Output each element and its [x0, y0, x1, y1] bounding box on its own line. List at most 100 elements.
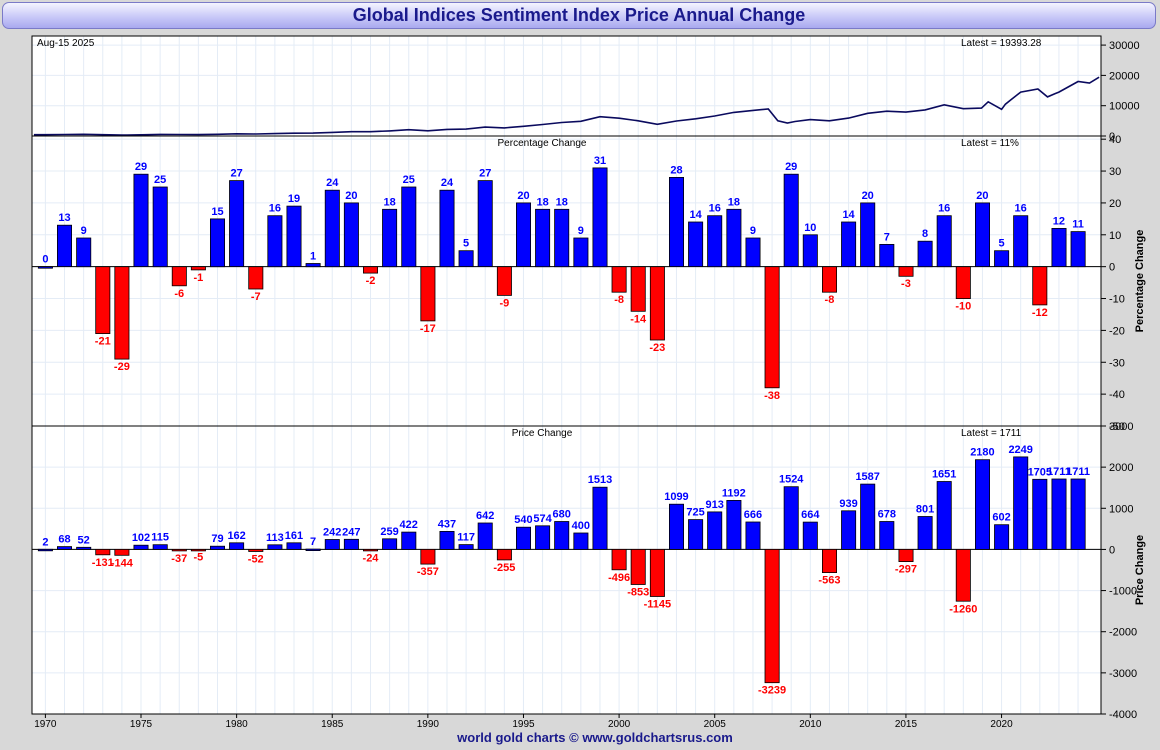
bar [229, 180, 245, 268]
y-tick-label: -30 [1109, 357, 1125, 369]
data-label: 10 [804, 222, 816, 234]
bar [496, 549, 512, 561]
bar [1013, 456, 1029, 550]
data-label: -496 [608, 572, 630, 584]
bar [458, 544, 474, 550]
bar [401, 186, 417, 268]
price-series-line [33, 76, 1100, 136]
bar [726, 208, 742, 268]
data-label: 16 [1015, 203, 1027, 215]
bar [496, 266, 512, 296]
bar [190, 266, 206, 271]
data-label: 102 [132, 532, 150, 544]
bar [362, 266, 378, 274]
data-label: 2249 [1008, 444, 1032, 456]
bar [822, 549, 838, 574]
data-label: 913 [706, 499, 724, 511]
bar [554, 208, 570, 268]
bar [936, 481, 952, 550]
data-label: 1711 [1066, 466, 1090, 478]
data-label: 117 [457, 532, 475, 544]
bar [535, 525, 551, 550]
bar [477, 180, 493, 268]
data-label: -37 [171, 553, 187, 565]
data-label: 15 [211, 206, 223, 218]
data-label: -3239 [758, 685, 786, 697]
footer-credit: world gold charts © www.goldchartsrus.co… [457, 730, 733, 745]
data-label: 115 [151, 532, 169, 544]
bar [879, 521, 895, 550]
date-label: Aug-15 2025 [37, 38, 95, 49]
data-label: 400 [572, 520, 590, 532]
x-tick-label: 1980 [225, 719, 248, 730]
data-label: 18 [556, 196, 568, 208]
data-label: 9 [578, 225, 584, 237]
bar [573, 532, 589, 550]
bar [76, 546, 92, 550]
data-label: -7 [251, 291, 261, 303]
bar [975, 459, 991, 550]
bar [114, 549, 130, 556]
panel-title: Price Change [512, 428, 573, 439]
bar [516, 526, 532, 550]
data-label: -3 [901, 278, 911, 290]
bar [917, 240, 933, 268]
data-label: 2180 [970, 447, 994, 459]
data-label: 20 [345, 190, 357, 202]
data-label: -563 [818, 575, 840, 587]
bar [649, 549, 665, 597]
bar [420, 549, 436, 565]
latest-label: Latest = 1711 [961, 428, 1022, 439]
bar [554, 521, 570, 550]
x-tick-label: 2010 [799, 719, 822, 730]
bar [248, 266, 264, 290]
bar [764, 549, 780, 684]
data-label: 9 [750, 225, 756, 237]
bar [783, 173, 799, 267]
bar [362, 549, 378, 552]
data-label: 247 [342, 526, 360, 538]
data-label: 7 [310, 536, 316, 548]
data-label: 1587 [855, 471, 879, 483]
data-label: -52 [248, 554, 264, 566]
bar [975, 202, 991, 267]
bar [649, 266, 665, 341]
data-label: -24 [363, 552, 380, 564]
data-label: 801 [916, 503, 934, 515]
data-label: 162 [227, 530, 245, 542]
bar [267, 544, 283, 550]
data-label: 8 [922, 228, 928, 240]
bar [248, 549, 264, 552]
data-label: 1192 [722, 487, 746, 499]
y-tick-label: 10 [1109, 230, 1121, 242]
data-label: 1 [310, 250, 316, 262]
data-label: 24 [441, 177, 454, 189]
data-label: 18 [383, 196, 395, 208]
data-label: 2 [42, 536, 48, 548]
bar [955, 549, 971, 602]
bar [669, 503, 685, 550]
x-tick-label: 1970 [34, 719, 57, 730]
bar [955, 266, 971, 300]
data-label: 9 [81, 225, 87, 237]
bar [764, 266, 780, 389]
bar [802, 521, 818, 550]
data-label: -21 [95, 336, 111, 348]
x-tick-label: 1990 [417, 719, 440, 730]
bar [994, 524, 1010, 550]
data-label: 5 [998, 238, 1004, 250]
data-label: -23 [649, 342, 665, 354]
data-label: 25 [154, 174, 166, 186]
data-label: -9 [499, 297, 509, 309]
data-label: 1524 [779, 474, 804, 486]
x-tick-label: 2020 [990, 719, 1013, 730]
y-tick-label: 20 [1109, 198, 1121, 210]
bar [1032, 478, 1048, 550]
y-tick-label: 30 [1109, 166, 1121, 178]
y-tick-label: -1000 [1109, 586, 1137, 598]
bar [382, 208, 398, 268]
data-label: 422 [400, 519, 418, 531]
bar [477, 522, 493, 550]
y-tick-label: -10 [1109, 294, 1125, 306]
data-label: 68 [58, 534, 70, 546]
